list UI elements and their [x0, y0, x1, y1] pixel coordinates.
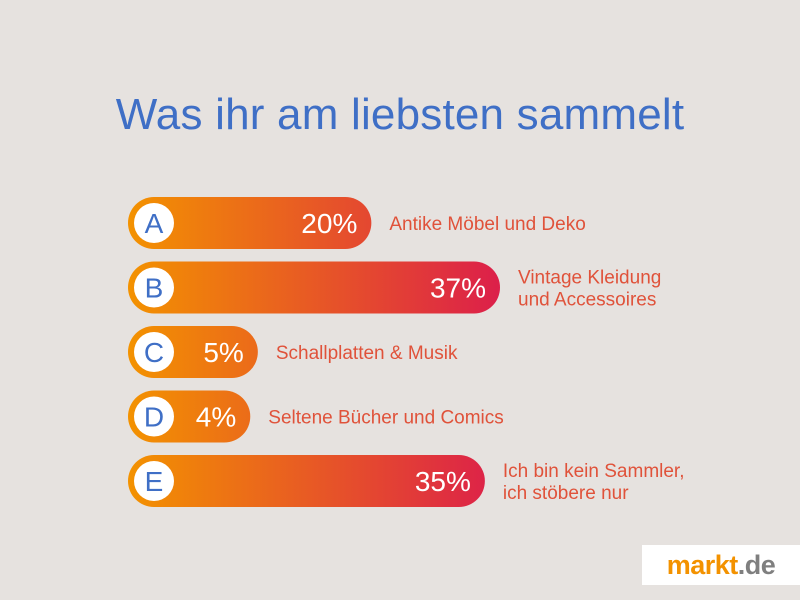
category-label: Antike Möbel und Deko: [389, 214, 585, 235]
value-label: 5%: [203, 337, 243, 368]
category-label: Schallplatten & Musik: [276, 343, 458, 364]
value-label: 37%: [430, 273, 486, 304]
category-letter: E: [145, 466, 164, 497]
bar-e: [128, 455, 485, 507]
markt-de-logo: markt .de: [642, 545, 800, 585]
category-label: Vintage Kleidung und Accessoires: [518, 268, 661, 311]
category-badge: [134, 267, 174, 308]
category-letter: D: [144, 402, 164, 433]
category-letter: B: [145, 273, 164, 304]
category-letter: C: [144, 337, 164, 368]
category-badge: [134, 203, 174, 243]
category-label: Ich bin kein Sammler, ich stöbere nur: [503, 461, 685, 504]
bar-b: [128, 261, 500, 314]
chart-title: Was ihr am liebsten sammelt: [115, 90, 685, 139]
bar-a: [128, 197, 372, 249]
category-badge: [134, 461, 174, 501]
category-letter: A: [145, 208, 164, 239]
category-label: Seltene Bücher und Comics: [268, 408, 504, 429]
category-badge: [134, 396, 174, 437]
category-badge: [134, 332, 174, 372]
value-label: 20%: [301, 208, 357, 239]
value-label: 35%: [415, 466, 471, 497]
value-label: 4%: [196, 402, 236, 433]
